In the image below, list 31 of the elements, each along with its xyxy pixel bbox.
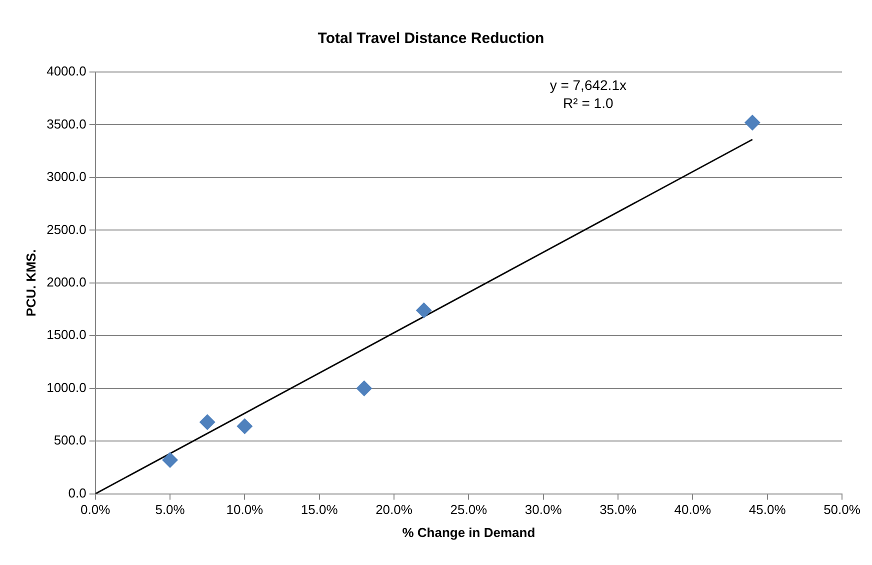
y-tick-label: 1000.0 — [46, 380, 86, 395]
x-tick-label: 25.0% — [450, 502, 488, 518]
point — [199, 414, 216, 430]
y-tick-label: 3500.0 — [46, 116, 86, 132]
x-tick-label: 15.0% — [300, 502, 338, 518]
y-tick-label: 3000.0 — [46, 169, 86, 184]
point — [162, 452, 178, 468]
y-tick-label: 1500.0 — [46, 327, 86, 342]
y-axis-title: PCU. KMS. — [23, 249, 38, 316]
point — [744, 114, 760, 131]
chart-title: Total Travel Distance Reduction — [318, 30, 544, 48]
annotation: y = 7,642.1x — [550, 76, 626, 93]
y-tick-label: 500.0 — [54, 432, 86, 448]
point — [356, 380, 372, 396]
x-tick-label: 40.0% — [674, 502, 712, 518]
x-tick-label: 50.0% — [824, 502, 861, 518]
x-tick-label: 0.0% — [80, 502, 111, 518]
y-tick-label: 4000.0 — [46, 64, 86, 79]
annotation: R² = 1.0 — [563, 94, 614, 111]
x-axis-title: % Change in Demand — [402, 524, 536, 540]
x-tick-label: 45.0% — [748, 502, 786, 518]
x-tick-label: 35.0% — [600, 502, 637, 518]
point — [416, 302, 432, 318]
x-tick-label: 10.0% — [226, 502, 264, 518]
y-tick-label: 2000.0 — [46, 274, 86, 290]
x-tick-label: 30.0% — [524, 502, 562, 518]
point — [236, 418, 253, 434]
x-tick-label: 5.0% — [155, 502, 186, 518]
y-tick-label: 2500.0 — [46, 222, 86, 237]
x-tick-label: 20.0% — [376, 502, 413, 518]
y-tick-label: 0.0 — [68, 485, 86, 500]
